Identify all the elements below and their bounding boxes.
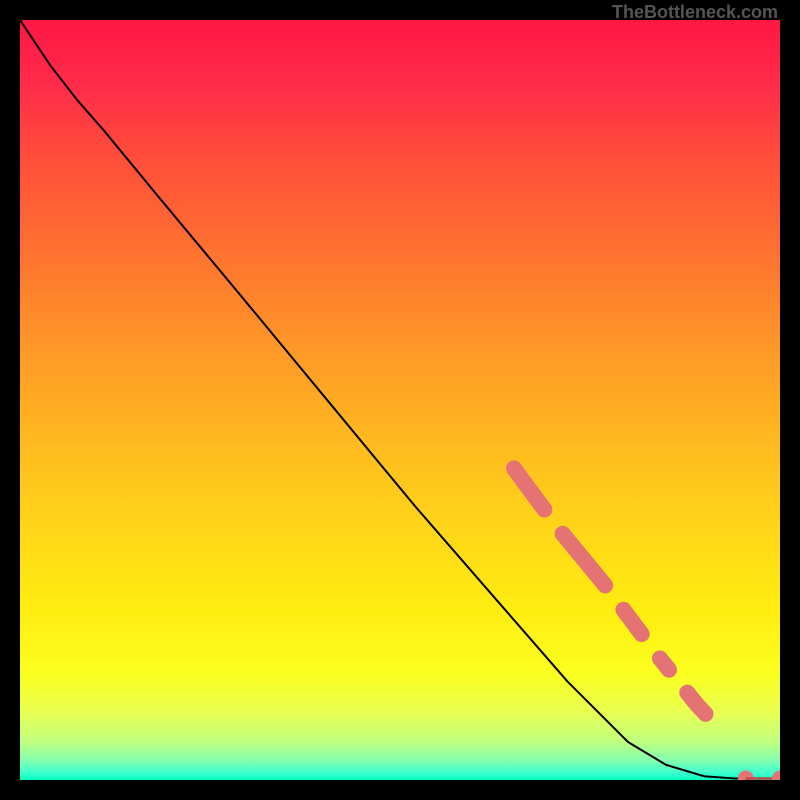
marker-dot <box>616 603 630 617</box>
marker-dot <box>507 461 521 475</box>
marker-dot <box>699 707 713 721</box>
marker-dot <box>598 578 612 592</box>
marker-dot <box>635 627 649 641</box>
marker-dot <box>662 663 676 677</box>
marker-dot <box>537 502 551 516</box>
marker-dot <box>680 686 694 700</box>
bottleneck-chart <box>20 20 780 780</box>
marker-dot <box>653 651 667 665</box>
marker-dot <box>556 527 570 541</box>
chart-svg <box>20 20 780 780</box>
watermark-text: TheBottleneck.com <box>612 2 778 23</box>
